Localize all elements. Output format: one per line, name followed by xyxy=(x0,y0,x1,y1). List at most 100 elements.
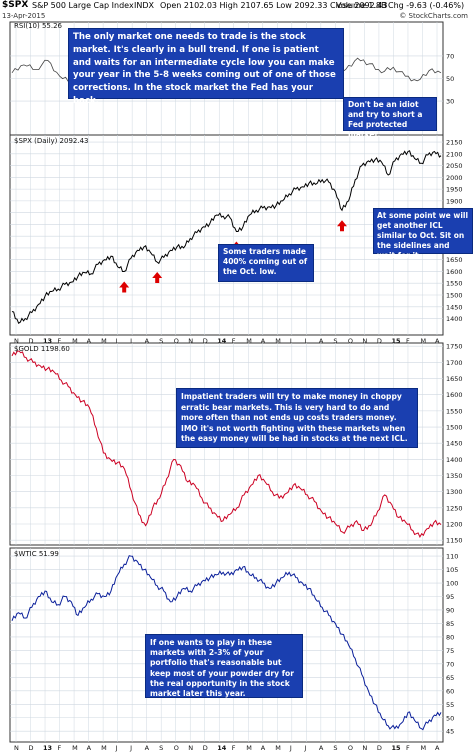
wtic-y-tick-label: 105 xyxy=(446,566,458,574)
spx-x-tick-label: O xyxy=(348,337,353,345)
spx-x-tick-label: F xyxy=(406,337,410,345)
spx-low-arrow xyxy=(119,281,130,293)
spx-y-tick-label: 1600 xyxy=(446,268,463,276)
credit-label: © StockCharts.com xyxy=(399,12,468,20)
chart-header: $SPX S&P 500 Large Cap Index INDX Open 2… xyxy=(0,0,474,11)
wtic-y-tick-label: 70 xyxy=(446,660,454,668)
spx-y-tick-label: 1400 xyxy=(446,315,463,323)
gold-y-tick-label: 1700 xyxy=(446,359,463,367)
wtic-y-tick-label: 55 xyxy=(446,701,454,709)
wtic-x-tick-label: M xyxy=(275,744,281,752)
wtic-x-tick-label: J xyxy=(289,744,292,752)
spx-panel-frame xyxy=(9,134,444,336)
wtic-note: If one wants to play in these markets wi… xyxy=(145,634,303,698)
spx-series-line xyxy=(11,150,442,324)
wtic-title: $WTIC 51.99 xyxy=(14,550,59,558)
wtic-y-tick-label: 60 xyxy=(446,687,454,695)
wtic-x-tick-label: A xyxy=(319,744,324,752)
spx-low-arrow xyxy=(152,272,163,284)
spx-x-tick-label: J xyxy=(129,337,132,345)
wtic-x-tick-label: M xyxy=(72,744,78,752)
volume-label: Volume 1.8B xyxy=(336,1,387,10)
spx-x-tick-label: F xyxy=(58,337,62,345)
wtic-x-tick-label: J xyxy=(115,744,118,752)
chart-subheader: 13-Apr-2015 © StockCharts.com xyxy=(0,11,474,21)
gold-y-tick-label: 1300 xyxy=(446,488,463,496)
gold-y-tick-label: 1500 xyxy=(446,424,463,432)
wtic-x-tick-label: A xyxy=(435,744,440,752)
spx-x-tick-label: F xyxy=(232,337,236,345)
gold-y-tick-label: 1200 xyxy=(446,520,463,528)
wtic-y-tick-label: 95 xyxy=(446,593,454,601)
wtic-x-tick-label: D xyxy=(377,744,382,752)
wtic-x-tick-label: F xyxy=(232,744,236,752)
spx-y-tick-label: 1650 xyxy=(446,256,463,264)
wtic-y-tick-label: 80 xyxy=(446,633,454,641)
wtic-y-tick-label: 50 xyxy=(446,714,454,722)
wtic-y-tick-label: 85 xyxy=(446,620,454,628)
index-name-label: S&P 500 Large Cap Index xyxy=(32,1,134,10)
spx-title: $SPX (Daily) 2092.43 xyxy=(14,137,89,145)
wtic-x-tick-label: A xyxy=(261,744,266,752)
spx-y-tick-label: 2150 xyxy=(446,139,463,147)
spx-x-tick-label: N xyxy=(188,337,193,345)
spx-x-tick-label: A xyxy=(145,337,150,345)
wtic-x-tick-label: M xyxy=(420,744,426,752)
traders-note: Some traders made 400% coming out of the… xyxy=(218,244,314,282)
gold-note: Impatient traders will try to make money… xyxy=(176,388,418,448)
spx-x-tick-label: A xyxy=(435,337,440,345)
spx-x-tick-label: M xyxy=(275,337,281,345)
spx-x-tick-label: A xyxy=(87,337,92,345)
wtic-x-tick-label: J xyxy=(129,744,132,752)
gold-y-tick-label: 1550 xyxy=(446,407,463,415)
spx-y-tick-label: 2050 xyxy=(446,162,463,170)
wtic-x-tick-label: S xyxy=(159,744,163,752)
spx-x-tick-label: S xyxy=(159,337,163,345)
spx-y-tick-label: 2100 xyxy=(446,150,463,158)
wtic-y-tick-label: 90 xyxy=(446,606,454,614)
symbol-label: $SPX xyxy=(2,0,29,10)
wtic-x-tick-label: A xyxy=(145,744,150,752)
idiot-note: Don't be an idiot and try to short a Fed… xyxy=(343,97,437,139)
rsi-y-tick-label: 70 xyxy=(446,52,454,60)
spx-x-tick-label: M xyxy=(101,337,107,345)
gold-y-tick-label: 1350 xyxy=(446,472,463,480)
gold-y-tick-label: 1250 xyxy=(446,504,463,512)
spx-x-tick-label: J xyxy=(289,337,292,345)
gold-title: $GOLD 1198.60 xyxy=(14,345,70,353)
wtic-x-tick-label: F xyxy=(406,744,410,752)
spx-x-tick-label: J xyxy=(303,337,306,345)
spx-x-tick-label: M xyxy=(246,337,252,345)
spx-y-tick-label: 1950 xyxy=(446,186,463,194)
wtic-x-tick-label: O xyxy=(174,744,179,752)
rsi-y-tick-label: 30 xyxy=(446,98,454,106)
wtic-x-tick-label: M xyxy=(101,744,107,752)
spx-x-tick-label: A xyxy=(261,337,266,345)
wtic-x-tick-label: N xyxy=(362,744,367,752)
spx-x-tick-label: 14 xyxy=(217,337,227,345)
wtic-x-tick-label: N xyxy=(188,744,193,752)
exchange-label: INDX xyxy=(134,1,154,10)
wtic-x-tick-label: D xyxy=(29,744,34,752)
gold-y-tick-label: 1750 xyxy=(446,343,463,351)
spx-x-tick-label: D xyxy=(377,337,382,345)
gold-y-tick-label: 1400 xyxy=(446,456,463,464)
wtic-x-tick-label: J xyxy=(303,744,306,752)
wtic-x-tick-label: M xyxy=(246,744,252,752)
wtic-x-tick-label: 14 xyxy=(217,744,227,752)
spx-y-tick-label: 2000 xyxy=(446,174,463,182)
spx-x-tick-label: M xyxy=(420,337,426,345)
wtic-x-tick-label: D xyxy=(203,744,208,752)
wtic-x-tick-label: A xyxy=(87,744,92,752)
spx-y-tick-label: 1900 xyxy=(446,197,463,205)
wtic-y-tick-label: 45 xyxy=(446,728,454,736)
spx-x-tick-label: S xyxy=(333,337,337,345)
wtic-y-tick-label: 110 xyxy=(446,553,458,561)
wtic-y-tick-label: 75 xyxy=(446,647,454,655)
spx-x-tick-label: N xyxy=(14,337,19,345)
ohlc-label: Open 2102.03 High 2107.65 Low 2092.33 Cl… xyxy=(160,1,388,10)
spx-x-tick-label: N xyxy=(362,337,367,345)
wtic-x-tick-label: 13 xyxy=(43,744,52,752)
spx-x-tick-label: O xyxy=(174,337,179,345)
spx-x-tick-label: D xyxy=(29,337,34,345)
